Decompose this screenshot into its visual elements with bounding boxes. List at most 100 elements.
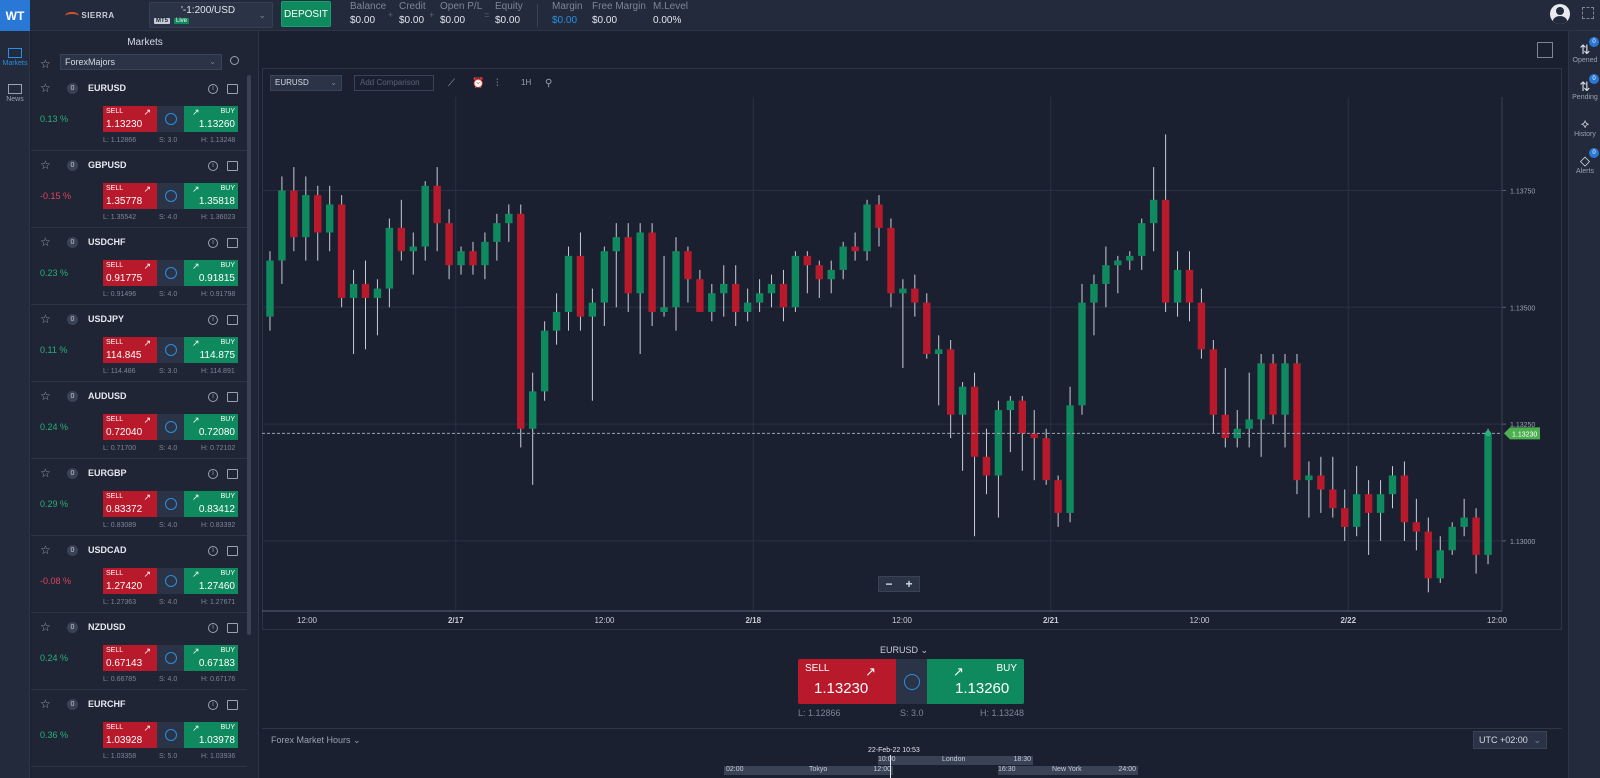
one-click-icon[interactable] (157, 491, 184, 517)
one-click-icon[interactable] (157, 337, 184, 363)
candles-icon[interactable]: ⫶ (496, 78, 499, 89)
one-click-icon[interactable] (157, 414, 184, 440)
info-icon[interactable]: i (208, 700, 218, 710)
draw-tools-icon[interactable]: ⚲ (545, 78, 553, 89)
one-click-icon[interactable] (157, 106, 184, 132)
instrument-row[interactable]: ☆ 0 GBPUSD i -0.15 % SELL ↗ 1.35778 ↗ BUY 1.35818 L… (31, 152, 247, 228)
instrument-row[interactable]: ☆ 0 AUDUSD i 0.24 % SELL ↗ 0.72040 ↗ BUY 0.72080 L:… (31, 383, 247, 459)
info-icon[interactable]: i (208, 161, 218, 171)
alarm-icon[interactable]: ⏰ (472, 78, 485, 89)
instrument-row[interactable]: ☆ 0 EURGBP i 0.29 % SELL ↗ 0.83372 ↗ BUY 0.83412 L:… (31, 460, 247, 536)
instrument-row[interactable]: ☆ 0 USDCHF i 0.23 % SELL ↗ 0.91775 ↗ BUY 0.91815 L:… (31, 229, 247, 305)
account-selector[interactable]: '-1:200/USD MT5 Live ⌄ (149, 2, 273, 28)
market-hours-title: Forex Market Hours (271, 735, 351, 745)
sell-button[interactable]: SELL ↗ 0.91775 (103, 260, 157, 286)
star-icon[interactable]: ☆ (40, 57, 51, 71)
buy-button[interactable]: ↗ BUY 0.72080 (184, 414, 238, 440)
rail-opened[interactable]: 0 ⇅ Opened (1569, 35, 1600, 71)
mini-chart-icon[interactable] (227, 392, 238, 402)
one-click-icon[interactable] (157, 260, 184, 286)
mini-chart-icon[interactable] (227, 315, 238, 325)
mini-chart-icon[interactable] (227, 623, 238, 633)
sell-button[interactable]: SELL ↗ 0.72040 (103, 414, 157, 440)
rail-markets[interactable]: Markets (0, 39, 30, 73)
star-icon[interactable]: ☆ (40, 158, 51, 172)
star-icon[interactable]: ☆ (40, 235, 51, 249)
buy-button[interactable]: ↗ BUY 1.27460 (184, 568, 238, 594)
one-click-icon[interactable] (157, 722, 184, 748)
buy-button[interactable]: ↗ BUY 1.03978 (184, 722, 238, 748)
buy-button[interactable]: ↗ BUY 0.91815 (184, 260, 238, 286)
rail-alerts[interactable]: 0 ◇ Alerts (1569, 146, 1600, 182)
buy-button[interactable]: ↗ BUY 0.67183 (184, 645, 238, 671)
one-click-icon[interactable] (896, 659, 927, 704)
star-icon[interactable]: ☆ (40, 543, 51, 557)
mini-chart-icon[interactable] (227, 546, 238, 556)
sell-button[interactable]: SELL ↗ 0.83372 (103, 491, 157, 517)
star-icon[interactable]: ☆ (40, 312, 51, 326)
ticket-sell-button[interactable]: SELL ↗ 1.13230 (798, 659, 896, 704)
mini-chart-icon[interactable] (227, 469, 238, 479)
session-end: 12:00 (873, 766, 891, 773)
user-icon[interactable] (1550, 4, 1570, 24)
market-hours-toggle[interactable]: Forex Market Hours ⌄ (271, 735, 361, 746)
expand-icon[interactable] (1582, 7, 1594, 19)
mini-chart-icon[interactable] (227, 161, 238, 171)
rail-news[interactable]: News (0, 75, 30, 109)
rail-pending[interactable]: 0 ⇅ Pending (1569, 72, 1600, 108)
app-logo[interactable]: WT (0, 0, 30, 31)
info-icon[interactable]: i (208, 392, 218, 402)
sell-button[interactable]: SELL ↗ 114.845 (103, 337, 157, 363)
instrument-row[interactable]: ☆ 0 USDCAD i -0.08 % SELL ↗ 1.27420 ↗ BUY 1.27460 L… (31, 537, 247, 613)
star-icon[interactable]: ☆ (40, 620, 51, 634)
buy-button[interactable]: ↗ BUY 1.35818 (184, 183, 238, 209)
chevron-down-icon: ⌄ (920, 645, 929, 655)
one-click-icon[interactable] (157, 183, 184, 209)
zoom-out-button[interactable]: − (885, 577, 893, 591)
candlestick-chart[interactable]: 1.13750 1.13500 1.13250 1.13000 12:00 2/17 12:… (262, 97, 1560, 628)
instrument-row[interactable]: ☆ 0 NZDUSD i 0.24 % SELL ↗ 0.67143 ↗ BUY 0.67183 L:… (31, 614, 247, 690)
scrollbar[interactable] (247, 75, 251, 635)
mini-chart-icon[interactable] (227, 238, 238, 248)
sell-button[interactable]: SELL ↗ 0.67143 (103, 645, 157, 671)
buy-button[interactable]: ↗ BUY 114.875 (184, 337, 238, 363)
sell-button[interactable]: SELL ↗ 1.03928 (103, 722, 157, 748)
instrument-row[interactable]: ☆ 0 EURUSD i 0.13 % SELL ↗ 1.13230 ↗ BUY 1.13260 L:… (31, 75, 247, 151)
buy-button[interactable]: ↗ BUY 0.83412 (184, 491, 238, 517)
line-type-icon[interactable]: ⟋ (448, 78, 455, 89)
rail-history[interactable]: ⟡ History (1569, 109, 1600, 145)
buy-button[interactable]: ↗ BUY 1.13260 (184, 106, 238, 132)
deposit-button[interactable]: DEPOSIT (281, 1, 331, 27)
comparison-input[interactable]: Add Comparison (354, 75, 434, 91)
ticket-symbol[interactable]: EURUSD ⌄ (880, 645, 928, 656)
one-click-icon[interactable] (157, 645, 184, 671)
chart-symbol-select[interactable]: EURUSD ⌄ (270, 75, 342, 91)
instrument-row[interactable]: ☆ 0 USDJPY i 0.11 % SELL ↗ 114.845 ↗ BUY 114.875 L:… (31, 306, 247, 382)
stat-equity: Equity $0.00 (495, 1, 523, 26)
layout-icon[interactable] (1537, 42, 1553, 58)
sell-button[interactable]: SELL ↗ 1.35778 (103, 183, 157, 209)
timeframe-select[interactable]: 1H (521, 78, 532, 87)
star-icon[interactable]: ☆ (40, 81, 51, 95)
info-icon[interactable]: i (208, 315, 218, 325)
info-icon[interactable]: i (208, 238, 218, 248)
star-icon[interactable]: ☆ (40, 697, 51, 711)
mini-chart-icon[interactable] (227, 84, 238, 94)
mini-chart-icon[interactable] (227, 700, 238, 710)
ticket-buy-button[interactable]: ↗ BUY 1.13260 (927, 659, 1024, 704)
star-icon[interactable]: ☆ (40, 466, 51, 480)
stat-free-margin: Free Margin $0.00 (592, 1, 646, 26)
sell-button[interactable]: SELL ↗ 1.13230 (103, 106, 157, 132)
star-icon[interactable]: ☆ (40, 389, 51, 403)
zoom-in-button[interactable]: + (905, 577, 913, 591)
info-icon[interactable]: i (208, 84, 218, 94)
info-icon[interactable]: i (208, 546, 218, 556)
one-click-icon[interactable] (157, 568, 184, 594)
market-group-select[interactable]: ForexMajors ⌄ (60, 54, 222, 70)
search-icon[interactable] (230, 56, 239, 65)
timezone-select[interactable]: UTC +02:00 ⌄ (1473, 731, 1547, 749)
info-icon[interactable]: i (208, 469, 218, 479)
sell-button[interactable]: SELL ↗ 1.27420 (103, 568, 157, 594)
info-icon[interactable]: i (208, 623, 218, 633)
instrument-row[interactable]: ☆ 0 EURCHF i 0.36 % SELL ↗ 1.03928 ↗ BUY 1.03978 L:… (31, 691, 247, 767)
